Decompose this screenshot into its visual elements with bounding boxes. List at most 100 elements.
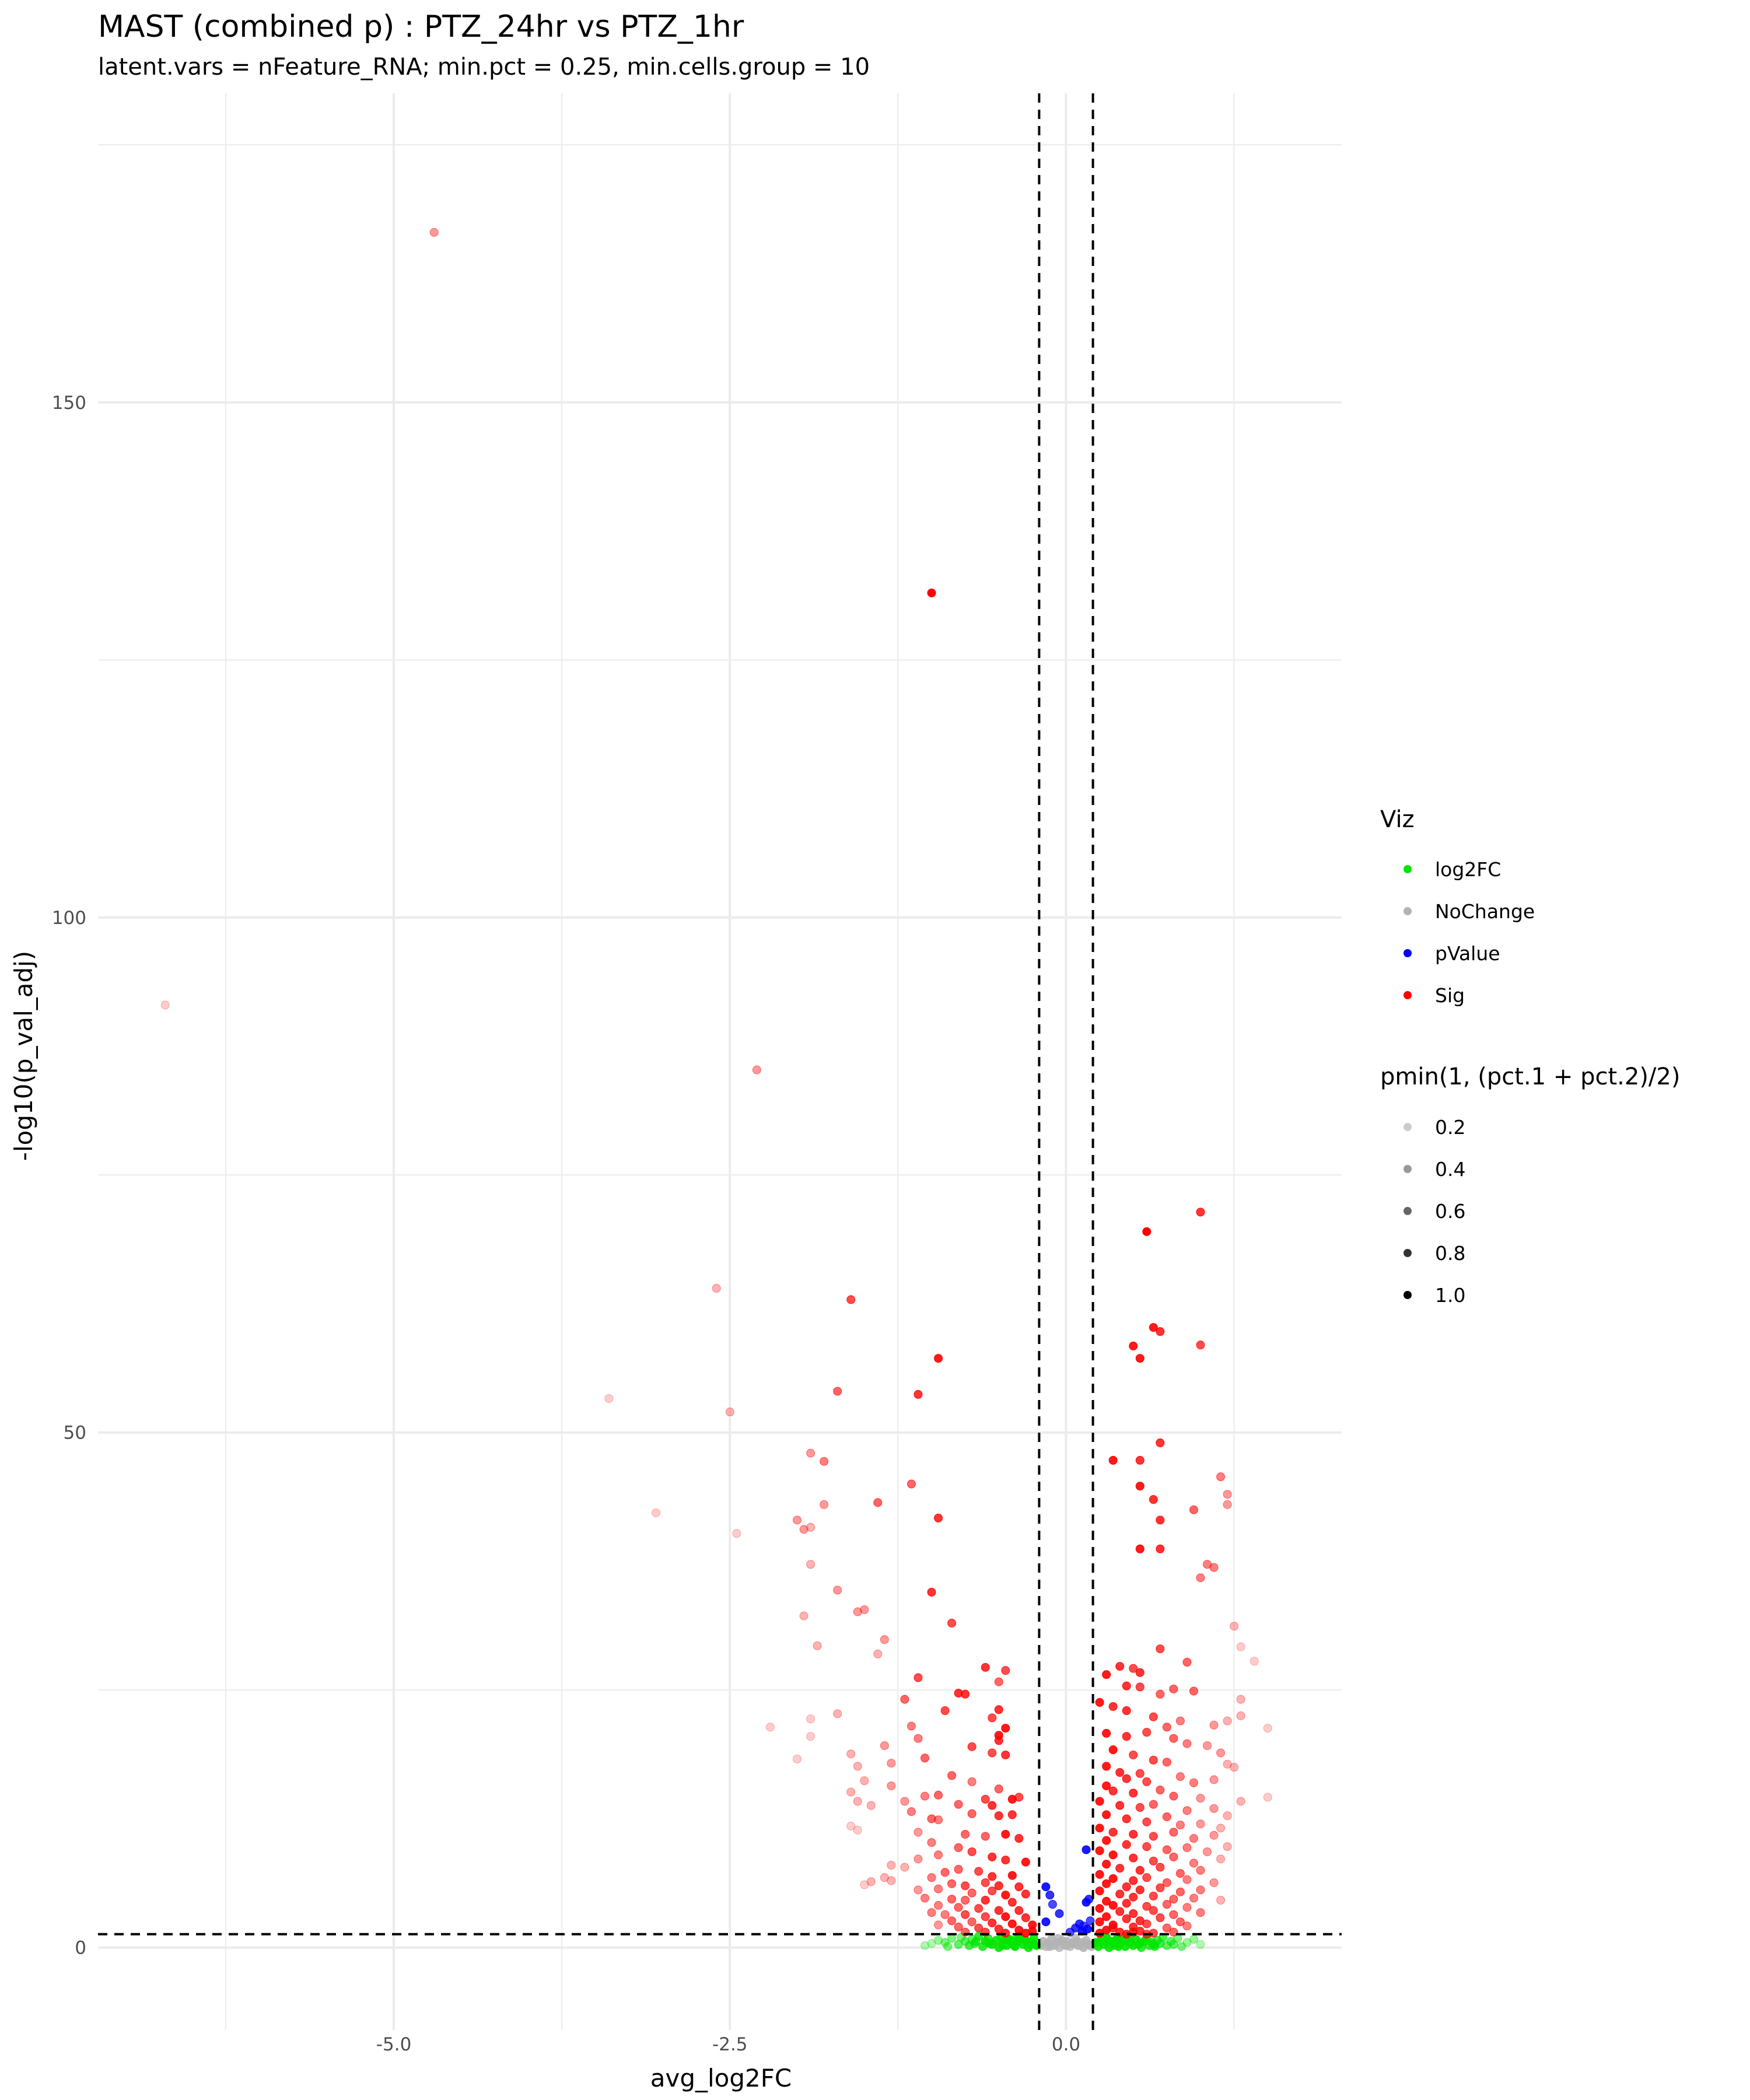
point-sig	[1129, 1892, 1138, 1902]
point-sig	[1196, 1794, 1205, 1803]
point-sig	[604, 1394, 614, 1403]
point-sig	[1001, 1856, 1010, 1865]
point-sig	[988, 1887, 997, 1896]
point-sig	[1216, 1824, 1226, 1833]
point-sig	[1095, 1904, 1104, 1913]
point-sig	[947, 1771, 957, 1780]
point-sig	[1182, 1903, 1192, 1912]
point-sig	[1108, 1901, 1118, 1910]
point-sig	[1236, 1642, 1245, 1651]
alpha-legend-label: 0.6	[1435, 1200, 1465, 1223]
point-sig	[725, 1407, 734, 1416]
point-sig	[1108, 1786, 1118, 1796]
point-sig	[988, 1918, 997, 1927]
point-sig	[1182, 1739, 1192, 1748]
point-sig	[1007, 1794, 1017, 1804]
point-sig	[1196, 1573, 1205, 1583]
point-sig	[806, 1522, 816, 1532]
point-sig	[988, 1713, 997, 1723]
point-sig	[1001, 1891, 1010, 1900]
point-sig	[1115, 1907, 1125, 1916]
legend-label-nochange: NoChange	[1435, 900, 1535, 923]
point-sig	[1196, 1885, 1205, 1895]
point-sig	[887, 1759, 896, 1768]
point-sig	[1182, 1875, 1192, 1884]
point-sig	[820, 1500, 829, 1509]
point-sig	[1095, 1698, 1104, 1707]
point-sig	[887, 1876, 896, 1885]
point-sig	[1102, 1810, 1111, 1819]
point-sig	[1122, 1914, 1131, 1923]
point-sig	[1095, 1917, 1104, 1927]
point-sig	[1095, 1887, 1104, 1896]
x-axis-title: avg_log2FC	[650, 2064, 792, 2092]
point-sig	[1129, 1341, 1138, 1350]
point-sig	[1108, 1455, 1118, 1465]
point-sig	[1189, 1505, 1198, 1514]
point-sig	[934, 1901, 943, 1910]
point-sig	[974, 1904, 984, 1913]
point-sig	[1122, 1706, 1131, 1716]
point-sig	[914, 1885, 923, 1895]
y-axis-ticks: 0 50 100 150	[52, 393, 86, 1959]
reference-lines	[98, 93, 1342, 2030]
point-sig	[1156, 1438, 1165, 1447]
point-sig	[1102, 1728, 1111, 1738]
point-sig	[1196, 1908, 1205, 1917]
point-sig	[1156, 1689, 1165, 1699]
alpha-legend-key	[1404, 1123, 1412, 1131]
alpha-legend-key	[1404, 1291, 1412, 1299]
y-tick-label: 0	[75, 1938, 86, 1959]
point-sig	[846, 1821, 856, 1831]
point-sig	[833, 1709, 842, 1718]
point-sig	[934, 1513, 943, 1522]
point-sig	[920, 1894, 929, 1903]
point-sig	[1189, 1859, 1198, 1868]
point-sig	[1142, 1919, 1152, 1929]
point-sig	[1102, 1762, 1111, 1771]
point-sig	[940, 1706, 950, 1716]
point-sig	[1095, 1797, 1104, 1806]
point-sig	[974, 1923, 984, 1933]
point-sig	[1162, 1900, 1171, 1909]
point-sig	[1122, 1840, 1131, 1849]
point-sig	[887, 1781, 896, 1790]
point-sig	[752, 1065, 761, 1074]
point-sig	[934, 1884, 943, 1894]
point-sig	[967, 1742, 977, 1751]
point-nochange	[1054, 1934, 1063, 1943]
point-sig	[860, 1880, 869, 1889]
point-sig	[1102, 1836, 1111, 1845]
point-sig	[947, 1895, 957, 1904]
point-sig	[954, 1865, 963, 1874]
point-sig	[1122, 1899, 1131, 1908]
point-sig	[429, 228, 439, 237]
point-sig	[846, 1295, 856, 1304]
point-sig	[1169, 1910, 1178, 1919]
alpha-legend-label: 1.0	[1435, 1284, 1465, 1307]
point-sig	[1156, 1863, 1165, 1872]
point-sig	[1001, 1666, 1010, 1675]
point-sig	[1001, 1829, 1010, 1839]
alpha-legend-label: 0.8	[1435, 1242, 1465, 1265]
point-sig	[927, 588, 936, 597]
point-sig	[833, 1387, 842, 1396]
point-sig	[1142, 1777, 1152, 1786]
point-sig	[1001, 1750, 1010, 1759]
point-sig	[914, 1734, 923, 1743]
point-sig	[967, 1777, 977, 1786]
point-sig	[1223, 1759, 1232, 1769]
point-sig	[934, 1850, 943, 1860]
point-sig	[820, 1457, 829, 1466]
point-sig	[1156, 1883, 1165, 1892]
point-sig	[1142, 1842, 1152, 1852]
point-log2fc	[1012, 1935, 1021, 1944]
point-sig	[914, 1673, 923, 1682]
point-sig	[954, 1843, 963, 1852]
point-sig	[860, 1605, 869, 1614]
point-sig	[1162, 1812, 1171, 1821]
point-sig	[988, 1872, 997, 1881]
color-legend-title: Viz	[1380, 806, 1415, 833]
legend-label-pvalue: pValue	[1435, 942, 1500, 965]
